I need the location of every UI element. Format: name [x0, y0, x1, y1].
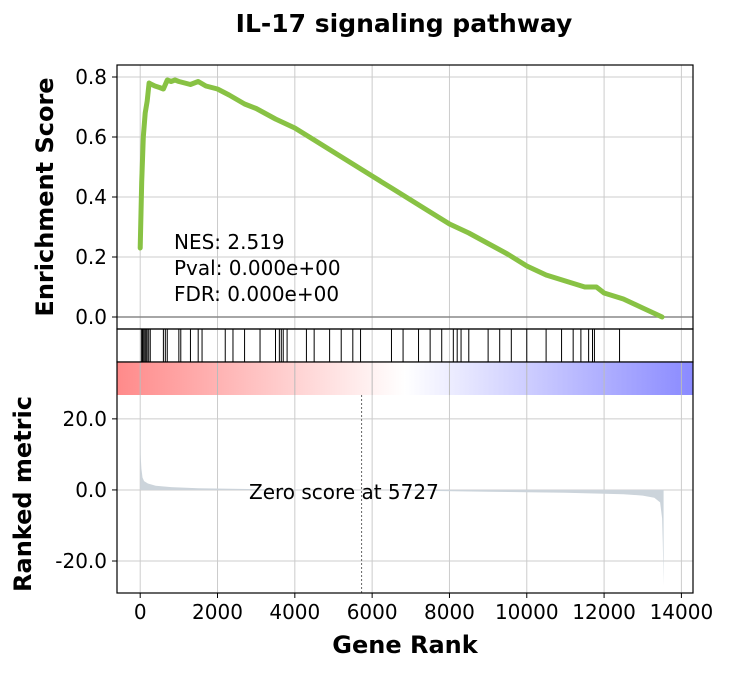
xtick-label: 8000	[424, 600, 475, 624]
top-y-axis-label: Enrichment Score	[31, 77, 59, 316]
bottom-ytick-label: 0.0	[75, 478, 107, 502]
xtick-label: 4000	[269, 600, 320, 624]
xtick-label: 12000	[572, 600, 636, 624]
bottom-y-axis-label: Ranked metric	[9, 396, 37, 592]
xtick-label: 14000	[650, 600, 714, 624]
nes-label: NES: 2.519	[174, 230, 285, 254]
bottom-y-ticks: 20.0 0.0 -20.0	[55, 407, 117, 573]
pval-label: Pval: 0.000e+00	[174, 256, 341, 280]
xtick-label: 0	[134, 600, 147, 624]
x-axis-label: Gene Rank	[332, 631, 478, 659]
gradient-grid	[139, 362, 682, 395]
top-ytick-label: 0.2	[75, 245, 107, 269]
top-y-ticks: 0.0 0.2 0.4 0.6 0.8	[75, 65, 117, 329]
xtick-label: 2000	[192, 600, 243, 624]
xtick-label: 6000	[347, 600, 398, 624]
chart-title: IL-17 signaling pathway	[236, 9, 573, 38]
hits-frame	[116, 328, 694, 363]
top-ytick-label: 0.8	[75, 65, 107, 89]
bottom-ytick-label: -20.0	[55, 549, 107, 573]
top-ytick-label: 0.6	[75, 125, 107, 149]
top-ytick-label: 0.4	[75, 185, 107, 209]
x-ticks: 0 2000 4000 6000 8000 10000 12000 14000	[134, 593, 713, 624]
ranked-metric-panel: Zero score at 5727 20.0 0.0 -20.0 0 2000 400…	[55, 361, 713, 624]
hit-markers	[140, 329, 621, 362]
top-ytick-label: 0.0	[75, 305, 107, 329]
xtick-label: 10000	[495, 600, 559, 624]
running-es-line	[137, 77, 665, 320]
gene-hits-panel	[116, 328, 694, 363]
hits-grid	[139, 329, 682, 362]
zero-score-label: Zero score at 5727	[249, 480, 439, 504]
bottom-ytick-label: 20.0	[62, 407, 107, 431]
fdr-label: FDR: 0.000e+00	[174, 282, 339, 306]
enrichment-score-panel: 0.0 0.2 0.4 0.6 0.8 NES: 2.519 Pval: 0.000e+…	[75, 64, 694, 330]
bottom-frame	[116, 361, 694, 594]
rank-gradient-bar	[117, 362, 693, 395]
